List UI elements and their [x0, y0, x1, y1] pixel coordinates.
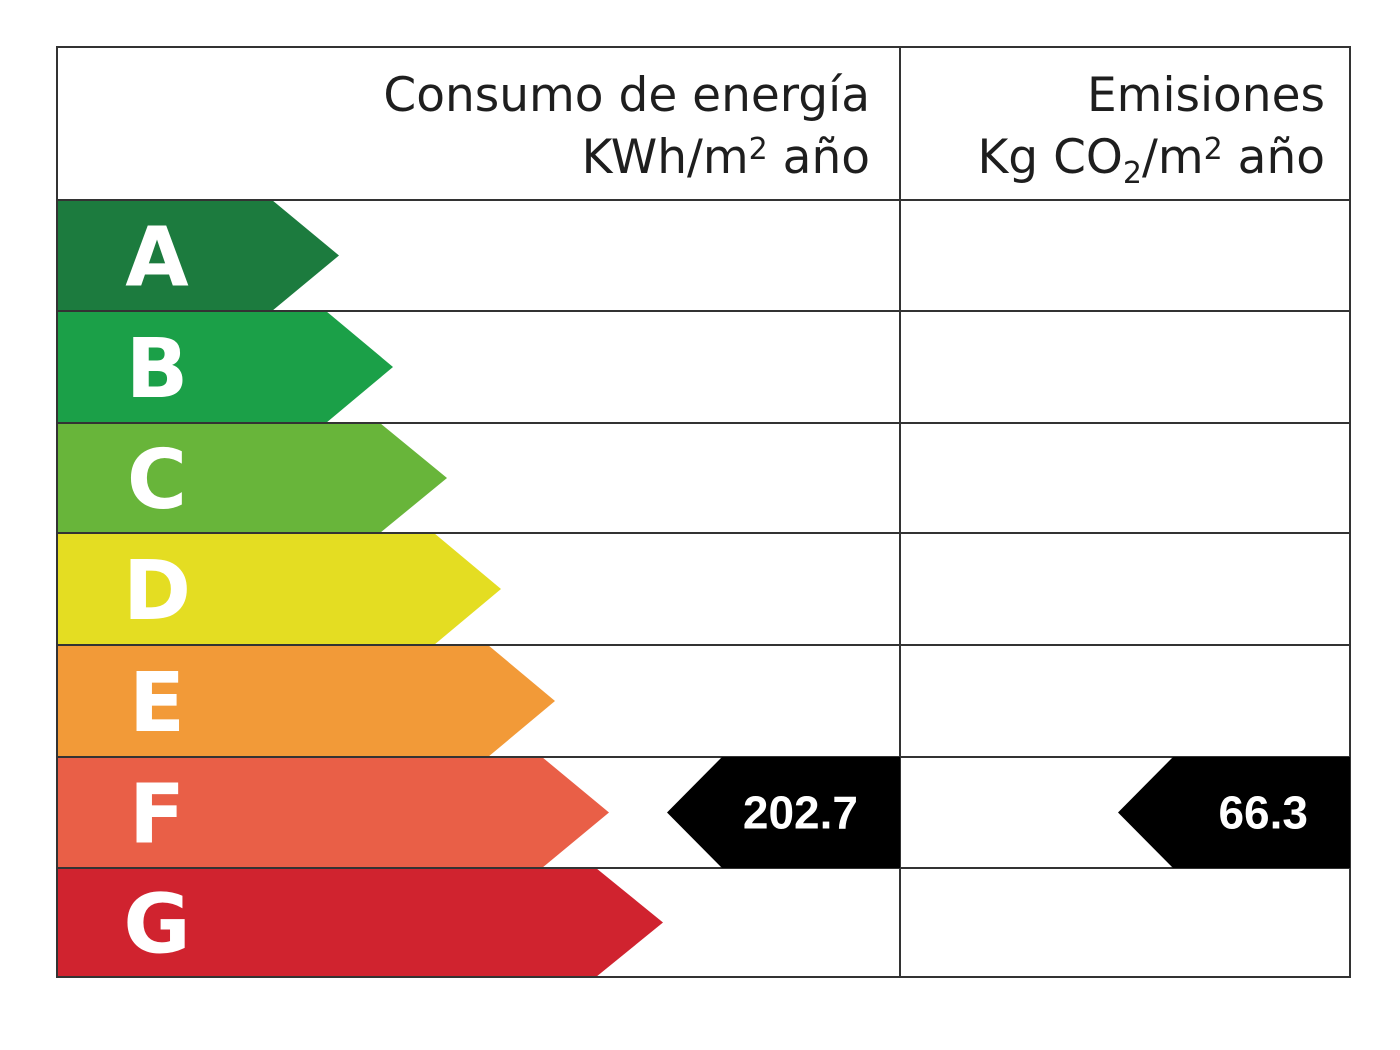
emissions-unit: Kg CO2/m2 año	[977, 130, 1325, 191]
rating-bar-g	[57, 868, 663, 977]
rating-letter-f: F	[129, 768, 185, 863]
rating-bar-e	[57, 645, 555, 757]
rating-letter-b: B	[126, 322, 189, 417]
rating-letter-a: A	[125, 211, 189, 306]
emissions-unit-mid: /m	[1142, 130, 1204, 185]
rating-bar-a	[57, 200, 339, 311]
energy-unit-suffix: año	[768, 130, 870, 185]
emissions-title: Emisiones	[1087, 68, 1325, 123]
header: Consumo de energía KWh/m2 año Emisiones …	[383, 68, 1325, 191]
rating-indicators: 202.7 66.3	[667, 757, 1350, 868]
emissions-value: 66.3	[1218, 787, 1308, 839]
emissions-indicator-arrow	[1118, 757, 1350, 868]
energy-unit-prefix: KWh/m	[582, 130, 749, 185]
rating-bar-f	[57, 757, 609, 868]
table-border	[56, 46, 1351, 978]
rating-bar-c	[57, 423, 447, 533]
rating-letter-c: C	[127, 433, 187, 528]
emissions-unit-prefix: Kg CO	[977, 130, 1122, 185]
energy-title: Consumo de energía	[383, 68, 870, 123]
energy-value: 202.7	[743, 787, 858, 839]
table-grid	[56, 46, 1351, 978]
energy-unit-exponent: 2	[749, 132, 768, 167]
emissions-unit-exponent: 2	[1204, 132, 1223, 167]
rating-letter-e: E	[129, 656, 185, 751]
rating-bar-d	[57, 533, 501, 645]
energy-unit: KWh/m2 año	[582, 130, 870, 185]
emissions-unit-subscript: 2	[1123, 156, 1142, 191]
rating-letter-g: G	[123, 878, 190, 973]
energy-indicator-arrow	[667, 757, 900, 868]
rating-letter-d: D	[123, 544, 191, 639]
rating-bar-b	[57, 311, 393, 423]
emissions-unit-suffix: año	[1223, 130, 1325, 185]
